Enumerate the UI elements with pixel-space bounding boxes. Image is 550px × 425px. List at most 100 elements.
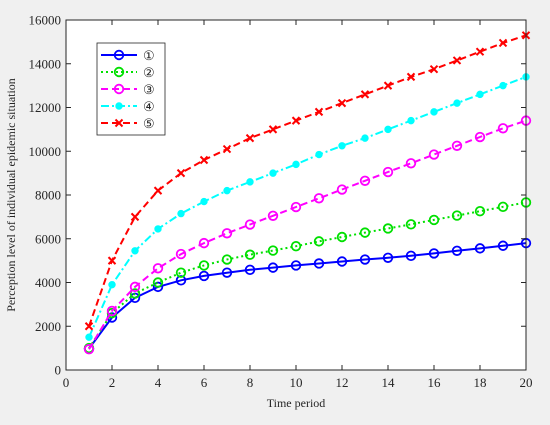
data-point: [497, 240, 509, 251]
data-point: [360, 90, 370, 99]
data-point: [223, 186, 231, 195]
data-point: [115, 102, 123, 110]
data-point: [359, 175, 371, 186]
data-point: [337, 98, 347, 108]
data-point: [382, 252, 394, 263]
data-point: [336, 184, 348, 195]
data-point: [198, 260, 210, 271]
data-point: [405, 219, 417, 230]
x-tick-label: 2: [109, 375, 116, 390]
data-point: [428, 214, 440, 226]
data-point: [476, 90, 484, 99]
data-point: [475, 47, 485, 56]
legend-label: ⑤: [143, 116, 155, 131]
data-point: [113, 66, 125, 78]
data-point: [406, 72, 416, 82]
data-point: [84, 322, 94, 331]
data-point: [244, 219, 256, 230]
data-point: [244, 264, 256, 276]
series-4: [85, 73, 530, 341]
y-tick-label: 12000: [29, 100, 62, 115]
data-point: [313, 258, 325, 269]
data-point: [129, 288, 141, 299]
data-point: [474, 131, 486, 143]
x-tick-label: 10: [290, 375, 303, 390]
series-layer: [83, 31, 532, 355]
data-point: [405, 158, 417, 169]
x-tick-label: 8: [247, 375, 254, 390]
data-point: [359, 254, 371, 265]
x-tick-label: 16: [428, 375, 442, 390]
data-point: [200, 197, 208, 206]
data-point: [430, 108, 438, 116]
data-point: [499, 81, 507, 90]
data-point: [245, 133, 255, 143]
data-point: [177, 209, 185, 218]
data-point: [290, 201, 302, 213]
data-point: [85, 333, 93, 341]
legend-label: ③: [143, 82, 155, 97]
data-point: [246, 178, 254, 186]
x-axis-label: Time period: [267, 396, 326, 410]
data-point: [453, 99, 461, 107]
data-point: [113, 49, 125, 61]
data-point: [384, 125, 392, 134]
legend-item-5: ⑤: [101, 116, 155, 131]
data-point: [244, 249, 256, 260]
data-point: [267, 245, 279, 256]
data-point: [428, 149, 440, 160]
legend-item-3: ③: [101, 82, 155, 97]
data-point: [290, 260, 302, 271]
data-point: [198, 270, 210, 282]
legend-item-1: ①: [101, 48, 155, 63]
data-point: [292, 160, 300, 169]
x-tick-label: 12: [336, 375, 349, 390]
data-point: [267, 262, 279, 273]
data-point: [153, 186, 163, 195]
x-tick-label: 6: [201, 375, 208, 390]
data-point: [428, 248, 440, 259]
data-point: [291, 116, 301, 125]
data-point: [338, 142, 346, 150]
data-point: [106, 305, 118, 317]
y-tick-label: 8000: [35, 188, 61, 203]
data-point: [315, 150, 323, 159]
x-tick-label: 14: [382, 375, 396, 390]
data-point: [314, 107, 324, 117]
data-point: [451, 140, 463, 151]
data-point: [313, 236, 325, 247]
y-tick-label: 10000: [29, 144, 62, 159]
data-point: [154, 225, 162, 233]
x-tick-label: 20: [520, 375, 533, 390]
data-point: [131, 247, 139, 255]
legend: ① ② ③ ④ ⑤: [96, 42, 166, 136]
data-point: [129, 281, 141, 293]
data-point: [451, 210, 463, 221]
series-3: [83, 115, 532, 355]
data-point: [130, 212, 140, 222]
data-point: [221, 228, 233, 239]
data-point: [382, 223, 394, 234]
data-point: [175, 248, 187, 260]
data-point: [152, 277, 164, 288]
data-point: [498, 38, 508, 48]
data-point: [221, 267, 233, 278]
data-point: [336, 256, 348, 267]
legend-item-2: ②: [101, 65, 155, 80]
data-point: [497, 201, 509, 213]
ticks-layer: 0 2 4 6 8 10 12 14 16 18 20 0 2000 4000 6000 8000 10000 1…: [29, 13, 533, 391]
y-tick-label: 14000: [29, 56, 62, 71]
data-point: [429, 65, 439, 74]
y-tick-label: 0: [55, 363, 62, 378]
data-point: [383, 81, 393, 90]
data-point: [474, 243, 486, 254]
data-point: [407, 116, 415, 125]
data-point: [269, 169, 277, 177]
data-point: [152, 281, 164, 293]
data-point: [175, 267, 187, 278]
data-point: [176, 168, 186, 178]
data-point: [313, 193, 325, 204]
data-point: [113, 83, 125, 95]
data-point: [221, 254, 233, 265]
